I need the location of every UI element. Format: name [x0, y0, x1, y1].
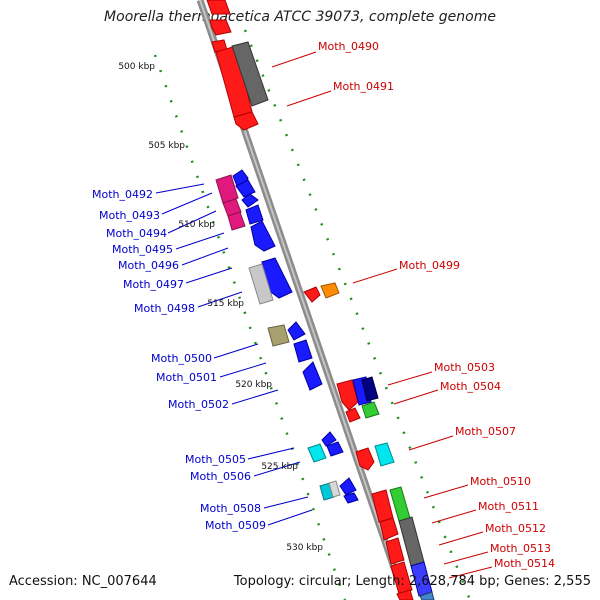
- gene-feature[interactable]: [385, 537, 405, 565]
- scale-label: 515 kbp: [207, 299, 244, 309]
- gene-label[interactable]: Moth_0504: [440, 380, 501, 393]
- gene-label[interactable]: Moth_0493: [99, 209, 160, 222]
- forward-labels: Moth_0490 Moth_0491 Moth_0499 Moth_0503 …: [318, 40, 555, 570]
- gene-feature[interactable]: [339, 477, 357, 496]
- gene-feature[interactable]: [267, 324, 290, 347]
- gene-feature[interactable]: [389, 486, 411, 522]
- gene-feature[interactable]: [343, 492, 359, 504]
- gene-feature[interactable]: [336, 379, 359, 411]
- gene-label[interactable]: Moth_0494: [106, 227, 167, 240]
- gene-label[interactable]: Moth_0501: [156, 371, 217, 384]
- gene-feature[interactable]: [328, 480, 341, 498]
- gene-features: [206, 0, 435, 600]
- gene-feature[interactable]: [419, 591, 435, 600]
- gene-label[interactable]: Moth_0509: [205, 519, 266, 532]
- gene-feature[interactable]: [235, 179, 256, 198]
- gene-label[interactable]: Moth_0499: [399, 259, 460, 272]
- gene-feature[interactable]: [361, 401, 380, 419]
- gene-feature[interactable]: [293, 339, 313, 363]
- scale-labels: 500 kbp 505 kbp 510 kbp 515 kbp 520 kbp …: [118, 62, 323, 553]
- gene-feature[interactable]: [326, 441, 344, 457]
- gene-feature[interactable]: [209, 19, 232, 36]
- gene-feature[interactable]: [302, 361, 323, 391]
- scale-label: 510 kbp: [178, 220, 215, 230]
- gene-feature[interactable]: [227, 211, 246, 231]
- gene-label[interactable]: Moth_0506: [190, 470, 251, 483]
- gene-feature[interactable]: [396, 589, 414, 600]
- gene-feature[interactable]: [307, 443, 327, 463]
- gene-feature[interactable]: [320, 282, 340, 299]
- gene-feature[interactable]: [321, 431, 337, 447]
- gene-label[interactable]: Moth_0491: [333, 80, 394, 93]
- gene-feature[interactable]: [345, 407, 361, 423]
- gene-feature[interactable]: [215, 174, 239, 204]
- gene-label[interactable]: Moth_0502: [168, 398, 229, 411]
- gene-label[interactable]: Moth_0511: [478, 500, 539, 513]
- gene-label[interactable]: Moth_0497: [123, 278, 184, 291]
- gene-feature[interactable]: [287, 321, 306, 341]
- scale-track-outer: [243, 29, 472, 600]
- gene-label[interactable]: Moth_0512: [485, 522, 546, 535]
- scale-label: 505 kbp: [148, 141, 185, 151]
- gene-label[interactable]: Moth_0508: [200, 502, 261, 515]
- gene-label[interactable]: Moth_0513: [490, 542, 551, 555]
- gene-feature[interactable]: [303, 286, 321, 303]
- scale-label: 500 kbp: [118, 62, 155, 72]
- scale-label: 520 kbp: [235, 380, 272, 390]
- gene-label[interactable]: Moth_0503: [434, 361, 495, 374]
- gene-feature[interactable]: [245, 204, 264, 225]
- gene-label[interactable]: Moth_0496: [118, 259, 179, 272]
- gene-label[interactable]: Moth_0490: [318, 40, 379, 53]
- gene-label[interactable]: Moth_0507: [455, 425, 516, 438]
- gene-label[interactable]: Moth_0500: [151, 352, 212, 365]
- gene-label[interactable]: Moth_0498: [134, 302, 195, 315]
- gene-feature[interactable]: [250, 220, 276, 252]
- scale-label: 530 kbp: [286, 543, 323, 553]
- gene-feature[interactable]: [233, 111, 259, 131]
- gene-label[interactable]: Moth_0514: [494, 557, 555, 570]
- scale-track-inner: [153, 54, 347, 600]
- gene-label[interactable]: Moth_0495: [112, 243, 173, 256]
- gene-feature[interactable]: [222, 198, 242, 217]
- gene-label[interactable]: Moth_0510: [470, 475, 531, 488]
- gene-label[interactable]: Moth_0505: [185, 453, 246, 466]
- gene-feature[interactable]: [374, 442, 395, 467]
- gene-label[interactable]: Moth_0492: [92, 188, 153, 201]
- gene-feature[interactable]: [248, 263, 274, 305]
- gene-feature[interactable]: [361, 376, 379, 402]
- gene-feature[interactable]: [390, 561, 413, 595]
- gene-feature[interactable]: [241, 193, 259, 208]
- genome-summary: Topology: circular; Length: 2,628,784 bp…: [233, 574, 591, 589]
- leader-lines: [155, 51, 493, 579]
- gene-feature[interactable]: [231, 41, 269, 107]
- scale-label: 525 kbp: [261, 462, 298, 472]
- accession-text: Accession: NC_007644: [9, 574, 157, 589]
- gene-feature[interactable]: [206, 0, 231, 15]
- gene-feature[interactable]: [379, 517, 399, 541]
- reverse-labels: Moth_0492 Moth_0493 Moth_0494 Moth_0495 …: [92, 188, 266, 532]
- gene-feature[interactable]: [355, 447, 375, 471]
